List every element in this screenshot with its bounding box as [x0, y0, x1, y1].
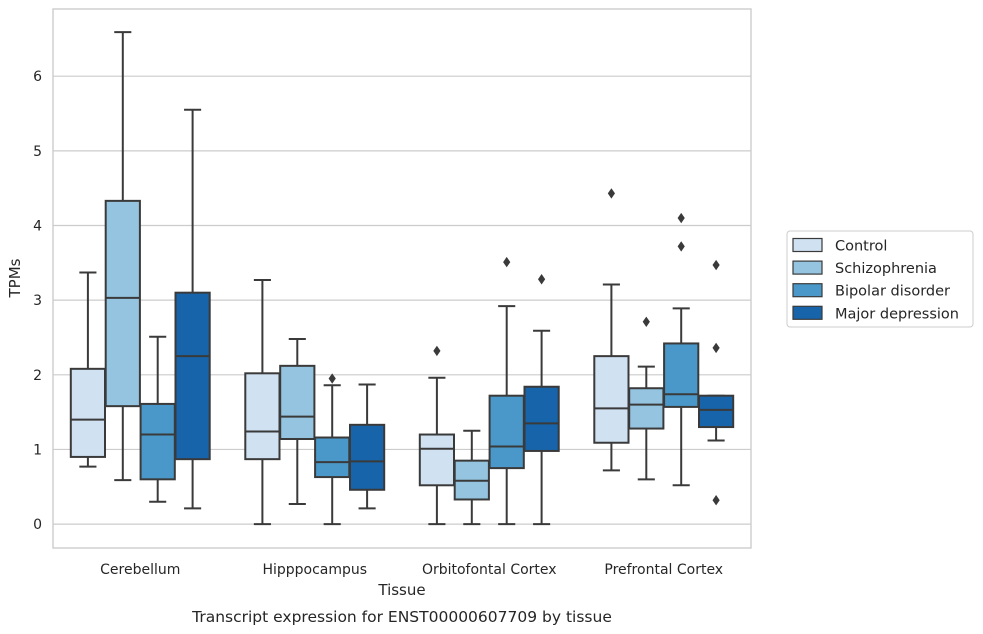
- legend: Control Schizophrenia Bipolar disorder Majo…: [786, 230, 974, 328]
- box-iqr: [628, 387, 665, 430]
- outlier-point: [328, 373, 336, 384]
- legend-swatch: [792, 260, 823, 275]
- box-schizophrenia: [279, 337, 316, 505]
- outlier-point: [677, 212, 685, 224]
- box-iqr: [488, 394, 525, 470]
- outlier-point: [503, 256, 511, 268]
- box-control: [418, 345, 456, 526]
- outlier-point: [712, 495, 720, 506]
- x-axis-title: Tissue: [377, 581, 425, 599]
- box-iqr: [523, 385, 560, 452]
- outlier-point: [433, 345, 441, 357]
- outlier-point: [607, 188, 615, 199]
- y-tick-label: 2: [33, 368, 42, 384]
- box-iqr: [663, 342, 700, 408]
- outlier-point: [677, 241, 685, 252]
- box-iqr: [139, 402, 176, 481]
- box-bipolar-disorder: [663, 212, 700, 487]
- y-axis-title: TPMs: [6, 258, 24, 298]
- box-iqr: [314, 436, 351, 479]
- box-major-depression: [697, 259, 735, 506]
- box-iqr: [279, 364, 316, 441]
- box-iqr: [593, 355, 630, 444]
- box-iqr: [697, 394, 735, 429]
- box-iqr: [418, 433, 456, 487]
- outlier-point: [538, 274, 546, 285]
- box-iqr: [174, 291, 211, 461]
- box-iqr: [348, 423, 386, 491]
- x-tick-label: Orbitofontal Cortex: [422, 562, 557, 578]
- y-tick-label: 0: [33, 517, 42, 533]
- box-schizophrenia: [628, 316, 665, 481]
- legend-swatch: [792, 305, 823, 320]
- box-iqr: [244, 372, 281, 461]
- box-major-depression: [523, 274, 560, 526]
- legend-label: Schizophrenia: [835, 261, 937, 277]
- legend-label: Control: [835, 239, 887, 255]
- outlier-point: [642, 316, 650, 327]
- y-tick-label: 1: [33, 442, 42, 458]
- y-tick-label: 4: [33, 218, 42, 234]
- y-tick-labels: 0 1 2 3 4 5 6: [33, 69, 42, 533]
- box-bipolar-disorder: [314, 373, 351, 526]
- y-tick-label: 3: [33, 293, 42, 309]
- legend-swatch: [792, 237, 823, 253]
- box-major-depression: [348, 383, 386, 510]
- box-major-depression: [174, 108, 211, 510]
- y-tick-label: 6: [33, 69, 42, 85]
- figure-caption: Transcript expression for ENST0000060770…: [191, 608, 612, 626]
- legend-label: Bipolar disorder: [835, 284, 950, 300]
- box-control: [244, 278, 281, 526]
- box-groups: [69, 31, 735, 526]
- y-tick-label: 5: [33, 144, 42, 160]
- x-tick-label: Cerebellum: [100, 562, 180, 578]
- box-iqr: [69, 367, 107, 458]
- x-tick-label: Hipppocampus: [262, 562, 367, 578]
- x-tick-label: Prefrontal Cortex: [604, 562, 723, 578]
- x-tick-labels: Cerebellum Hipppocampus Orbitofontal Corte…: [100, 562, 723, 578]
- box-bipolar-disorder: [488, 256, 525, 526]
- box-bipolar-disorder: [139, 335, 176, 503]
- legend-swatch: [792, 283, 823, 298]
- outlier-point: [712, 342, 720, 354]
- box-iqr: [104, 199, 141, 408]
- box-control: [593, 188, 630, 472]
- outlier-point: [712, 259, 720, 271]
- box-schizophrenia: [453, 429, 490, 526]
- legend-label: Major depression: [835, 306, 959, 322]
- legend-frame: [786, 230, 974, 328]
- box-control: [69, 271, 107, 468]
- box-schizophrenia: [104, 31, 141, 482]
